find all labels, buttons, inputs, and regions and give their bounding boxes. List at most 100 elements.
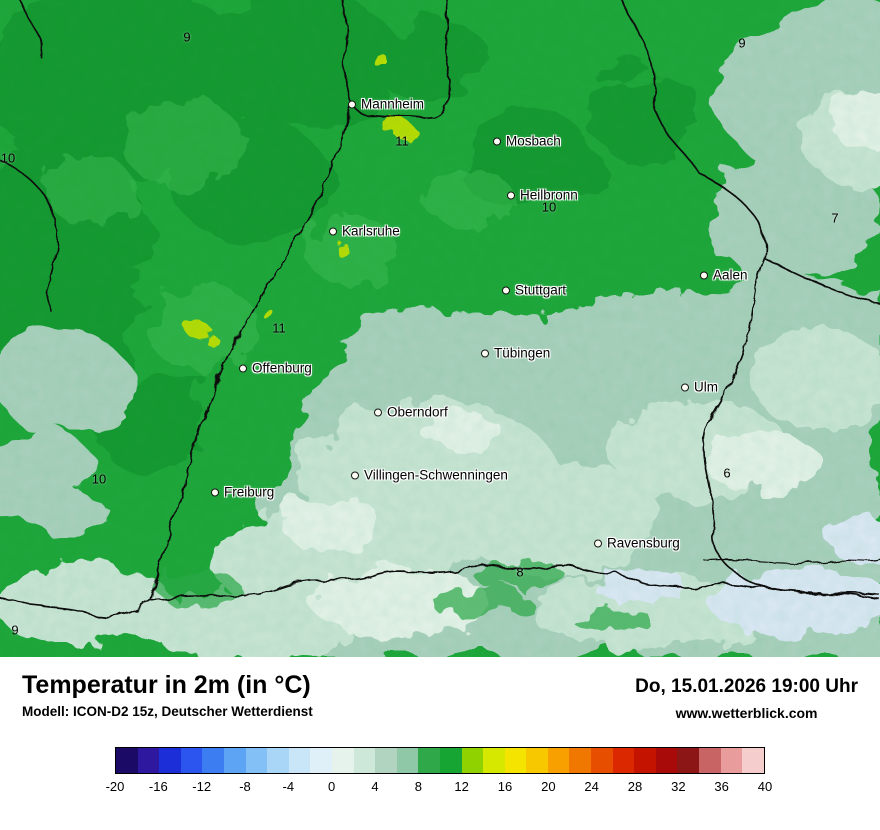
city-label: Ulm [694, 379, 718, 395]
map-borders [0, 0, 880, 618]
temp-value-label: 11 [395, 133, 409, 149]
legend-color-segment [699, 748, 721, 773]
legend-color-segment [375, 748, 397, 773]
map-grain-texture [0, 0, 880, 657]
city-dot-icon [502, 286, 510, 294]
legend-tick-label: -16 [148, 779, 168, 794]
legend-color-segment [655, 748, 678, 773]
legend-color-segment [288, 748, 311, 773]
legend-bar [115, 747, 765, 774]
legend-color-segment [591, 748, 613, 773]
city-label: Mannheim [361, 96, 425, 112]
legend-color-segment [331, 748, 354, 773]
legend-color-segment [202, 748, 224, 773]
map-art [0, 0, 880, 657]
legend-color-segment [180, 748, 203, 773]
legend-color-segment [267, 748, 289, 773]
city-marker: Offenburg [239, 361, 312, 376]
map-title: Temperatur in 2m (in °C) [22, 671, 311, 699]
temp-value-label: 11 [272, 320, 286, 336]
legend-tick-label: 0 [328, 779, 336, 794]
city-dot-icon [374, 408, 382, 416]
legend-color-segment [461, 748, 484, 773]
legend-tick-label: 16 [497, 779, 513, 794]
legend-tick-label: 40 [757, 779, 773, 794]
city-label: Stuttgart [515, 282, 567, 298]
legend-color-segment [310, 748, 332, 773]
legend-color-segment [439, 748, 462, 773]
city-label: Aalen [713, 267, 748, 283]
city-dot-icon [493, 137, 501, 145]
city-dot-icon [700, 271, 708, 279]
legend-tick-label: 4 [371, 779, 379, 794]
temp-value-label: 6 [723, 465, 731, 481]
temperature-legend: -20 -16 -12 -8 -4 0 4 8 12 16 20 24 28 32 36 40 [106, 747, 773, 797]
legend-color-segment [504, 748, 527, 773]
weather-map: Mannheim Mosbach Heilbronn Karlsruhe Stuttga… [0, 0, 880, 657]
city-label: Tübingen [494, 345, 551, 361]
temp-value-label: 8 [516, 564, 524, 580]
city-dot-icon [329, 227, 337, 235]
legend-color-segment [418, 748, 440, 773]
city-label: Karlsruhe [342, 223, 400, 239]
legend-tick-label: 24 [584, 779, 599, 794]
city-dot-icon [211, 488, 219, 496]
legend-color-segment [547, 748, 570, 773]
legend-color-segment [483, 748, 505, 773]
city-dot-icon [594, 539, 602, 547]
legend-color-segment [353, 748, 376, 773]
legend-color-segment [159, 748, 181, 773]
city-label: Heilbronn [520, 187, 578, 203]
legend-color-segment [396, 748, 419, 773]
website-url: www.wetterblick.com [675, 705, 818, 721]
legend-tick-label: -12 [192, 779, 212, 794]
city-label: Ravensburg [607, 535, 680, 551]
city-label: Oberndorf [387, 404, 448, 420]
city-marker: Karlsruhe [329, 224, 400, 239]
legend-tick-label: -4 [282, 779, 295, 794]
legend-tick-label: -20 [105, 779, 125, 794]
city-marker: Freiburg [211, 485, 274, 500]
legend-color-segment [634, 748, 656, 773]
temp-value-label: 9 [183, 29, 191, 45]
legend-color-segment [137, 748, 160, 773]
temp-value-label: 9 [11, 622, 19, 638]
city-label: Mosbach [506, 133, 561, 149]
temp-value-label: 10 [0, 150, 16, 166]
city-marker: Villingen-Schwenningen [351, 468, 508, 483]
model-info: Modell: ICON-D2 15z, Deutscher Wetterdie… [22, 703, 313, 719]
footer-text-row: Temperatur in 2m (in °C) Modell: ICON-D2… [0, 671, 880, 721]
city-label: Offenburg [252, 360, 312, 376]
city-dot-icon [481, 349, 489, 357]
legend-color-segment [720, 748, 743, 773]
city-label: Villingen-Schwenningen [364, 467, 508, 483]
city-marker: Heilbronn [507, 188, 578, 203]
temp-value-label: 10 [91, 471, 107, 487]
legend-tick-label: 32 [671, 779, 686, 794]
temp-value-label: 9 [738, 35, 746, 51]
city-label: Freiburg [224, 484, 275, 500]
city-marker: Aalen [700, 268, 748, 283]
legend-color-segment [569, 748, 592, 773]
city-marker: Mosbach [493, 134, 561, 149]
city-marker: Tübingen [481, 346, 550, 361]
legend-tick-label: 36 [714, 779, 729, 794]
map-overlay: Mannheim Mosbach Heilbronn Karlsruhe Stuttga… [0, 29, 839, 638]
legend-color-segment [116, 748, 138, 773]
legend-color-segment [526, 748, 548, 773]
city-marker: Stuttgart [502, 283, 566, 298]
legend-tick-label: 12 [454, 779, 469, 794]
legend-tick-label: 20 [541, 779, 556, 794]
city-dot-icon [351, 471, 359, 479]
city-dot-icon [507, 191, 515, 199]
temp-value-label: 7 [831, 210, 839, 226]
legend-color-segment [223, 748, 246, 773]
legend-color-segment [742, 748, 764, 773]
legend-ticks: -20 -16 -12 -8 -4 0 4 8 12 16 20 24 28 32 36 40 [106, 779, 773, 797]
city-marker: Mannheim [348, 97, 424, 112]
footer-left: Temperatur in 2m (in °C) Modell: ICON-D2… [22, 671, 313, 719]
city-dot-icon [348, 100, 356, 108]
legend-color-segment [677, 748, 700, 773]
footer: Temperatur in 2m (in °C) Modell: ICON-D2… [0, 657, 880, 830]
city-dot-icon [239, 364, 247, 372]
